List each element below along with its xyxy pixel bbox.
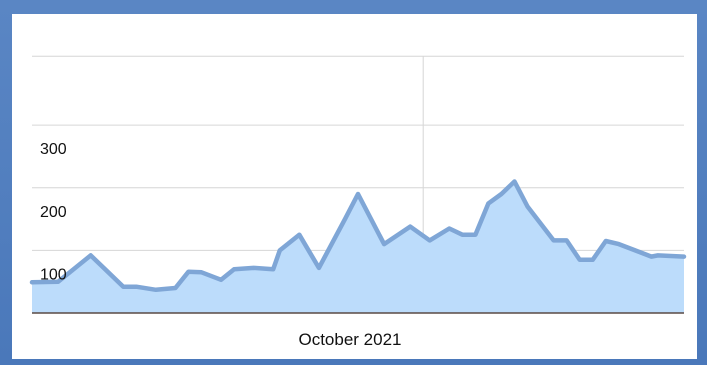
y-tick-label: 100 — [40, 266, 67, 283]
area-layer — [29, 179, 687, 313]
label-layer: 100 200 300 — [40, 141, 67, 283]
x-axis-label: October 2021 — [298, 330, 401, 349]
y-tick-label: 300 — [40, 141, 67, 158]
y-tick-label: 200 — [40, 204, 67, 221]
area-chart: 100 200 300 October 2021 — [29, 55, 687, 349]
series-area-fill — [32, 181, 684, 313]
series-line — [29, 179, 687, 293]
chart-panel: 100 200 300 October 2021 — [12, 14, 697, 359]
